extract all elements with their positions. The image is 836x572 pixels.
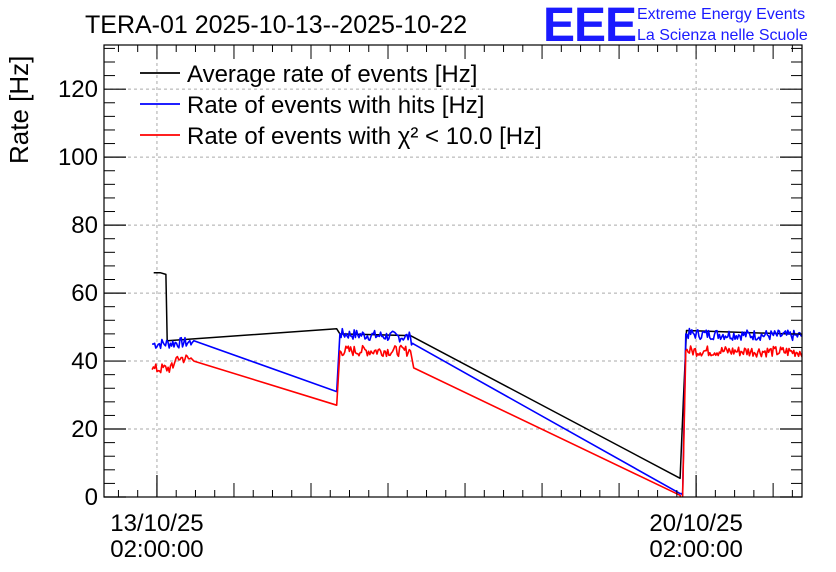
logo-mark: EEE [543, 0, 636, 52]
series-line-2 [152, 327, 802, 497]
eee-logo: EEE Extreme Energy Events La Scienza nel… [543, 0, 808, 52]
axes: 02040608010012013/10/2502:00:0020/10/250… [58, 44, 803, 563]
y-tick-label: 100 [58, 144, 98, 171]
logo-line-1: Extreme Energy Events [637, 6, 805, 23]
y-tick-label: 60 [71, 280, 98, 307]
y-tick-label: 120 [58, 76, 98, 103]
legend-label-2: Rate of events with hits [Hz] [187, 92, 484, 119]
y-tick-label: 20 [71, 416, 98, 443]
x-tick-label-date: 13/10/25 [110, 510, 203, 537]
plot-frame [103, 44, 803, 498]
legend-label-3: Rate of events with χ² < 10.0 [Hz] [187, 123, 542, 150]
legend: Average rate of events [Hz] Rate of event… [140, 61, 542, 150]
chart-title: TERA-01 2025-10-13--2025-10-22 [85, 11, 467, 39]
grid [104, 45, 802, 497]
series-line-1 [153, 271, 802, 480]
series-line-3 [151, 344, 802, 497]
y-tick-label: 0 [85, 484, 98, 511]
y-axis-label: Rate [Hz] [4, 56, 34, 164]
x-tick-label-date: 20/10/25 [649, 510, 742, 537]
y-tick-label: 40 [71, 348, 98, 375]
y-tick-label: 80 [71, 212, 98, 239]
logo-line-2: La Scienza nelle Scuole [637, 27, 808, 44]
x-tick-label-time: 02:00:00 [649, 536, 742, 563]
x-tick-label-time: 02:00:00 [110, 536, 203, 563]
series-layer [151, 271, 802, 497]
legend-label-1: Average rate of events [Hz] [187, 61, 477, 88]
